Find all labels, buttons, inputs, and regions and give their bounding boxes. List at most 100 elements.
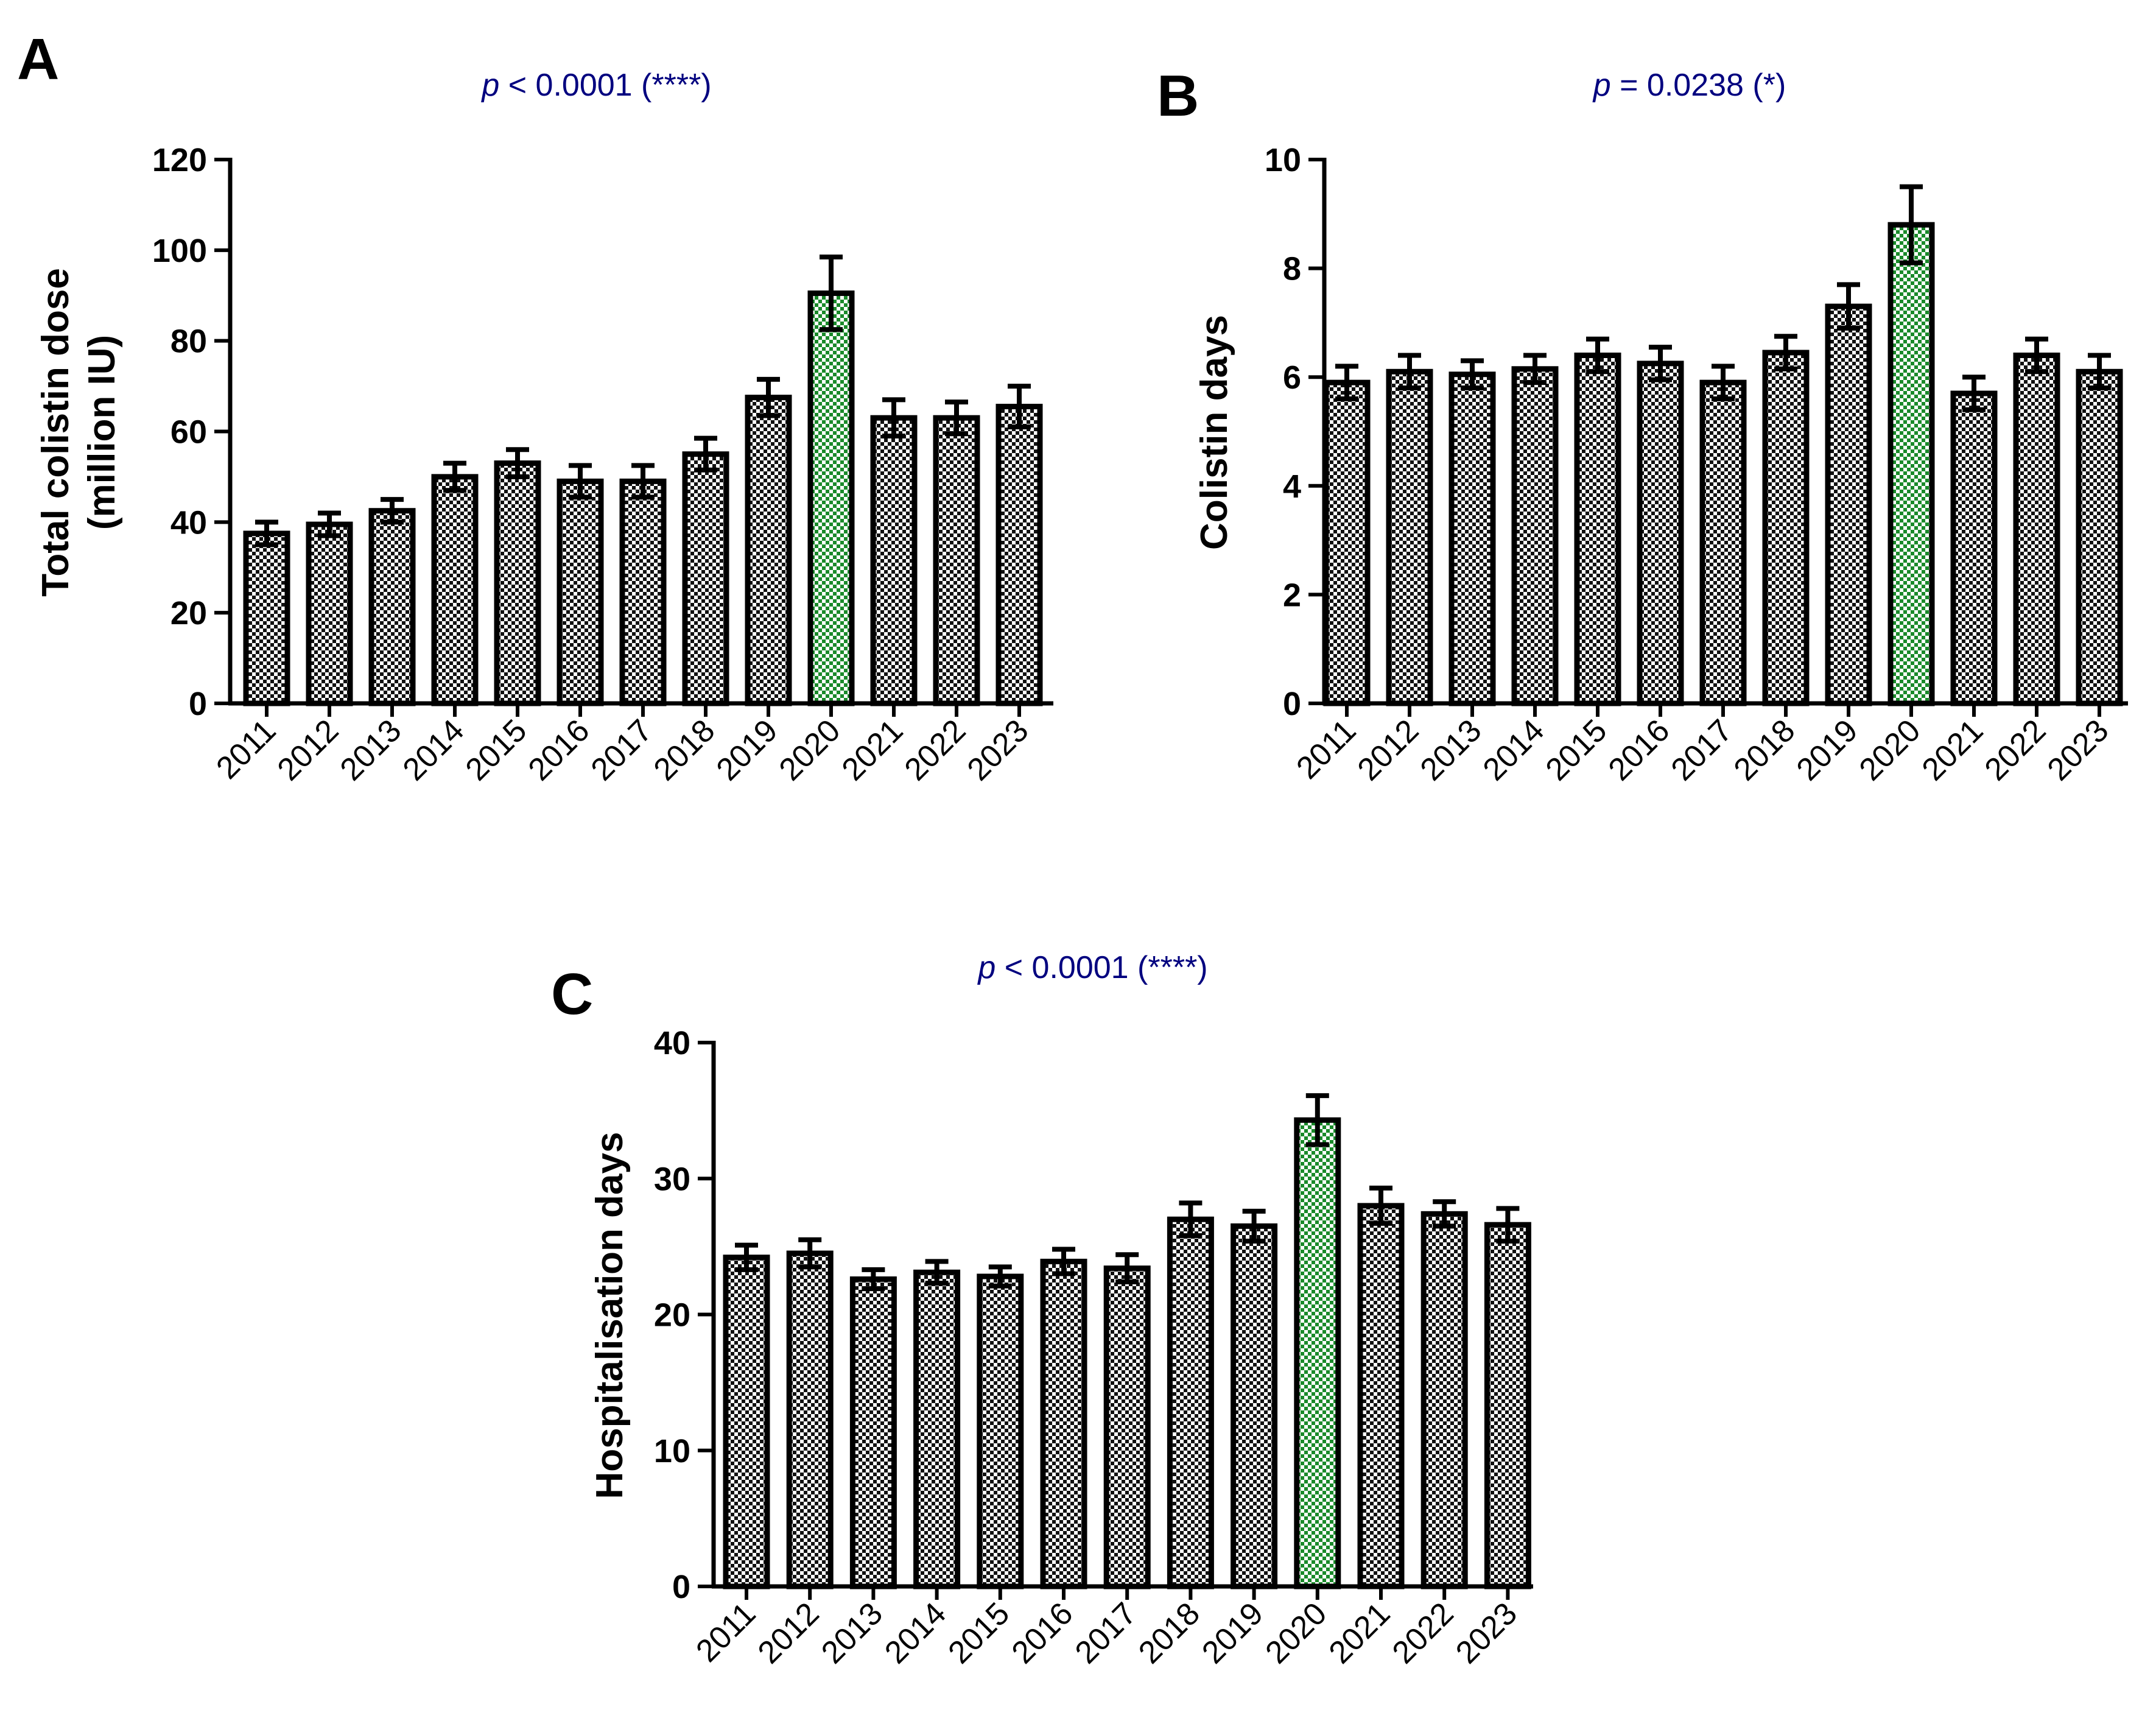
bar-2021 [1950,390,1998,706]
x-tick-label-2021: 2021 [835,713,910,787]
bar-2012 [306,521,353,706]
x-tick-label-2022: 2022 [898,713,973,787]
x-tick-label-2015: 2015 [941,1596,1016,1670]
p-value-title-b: p = 0.0238 (*) [1592,68,1786,103]
bar-2013 [368,508,416,706]
bar-2011 [243,530,290,706]
x-tick-label-2018: 2018 [1132,1596,1207,1670]
p-symbol-a: p [480,68,499,103]
bar-2019 [1825,303,1872,706]
x-tick-label-2023: 2023 [1449,1596,1524,1670]
x-tick-label-2013: 2013 [334,713,409,787]
bar-2011 [1323,379,1371,706]
x-tick-label-2012: 2012 [751,1596,826,1670]
x-tick-label-2020: 2020 [1853,713,1928,787]
x-tick-label-2022: 2022 [1386,1596,1461,1670]
y-tick-label-10: 10 [654,1433,690,1469]
bar-2014 [431,474,479,706]
y-tick-label-60: 60 [170,414,207,451]
x-tick-label-2013: 2013 [815,1596,890,1670]
x-tick-label-2017: 2017 [1665,713,1740,787]
panel-a: A p < 0.0001 (****) Total colistin dose … [17,27,1053,787]
bar-2016 [1637,361,1684,706]
bar-2014 [1511,366,1559,706]
bar-2017 [1103,1265,1151,1589]
y-tick-label-0: 0 [189,686,207,722]
x-tick-label-2023: 2023 [2041,713,2116,787]
panel-label-a: A [17,27,59,92]
bar-2022 [2013,352,2060,706]
bar-2018 [682,451,729,706]
p-value-title-c: p < 0.0001 (****) [977,950,1207,985]
bar-2016 [557,478,604,706]
bar-2015 [1574,352,1621,706]
panel-b: B p = 0.0238 (*) Colistin days 201120122… [1157,63,2128,787]
y-tick-label-120: 120 [152,142,207,178]
y-tick-label-30: 30 [654,1161,690,1197]
bar-2018 [1167,1216,1214,1589]
y-axis-title-a: Total colistin dose [35,268,77,597]
x-tick-label-2021: 2021 [1322,1596,1397,1670]
x-tick-label-2011: 2011 [1290,713,1363,786]
x-tick-label-2023: 2023 [961,713,1036,787]
y-tick-label-40: 40 [654,1025,690,1061]
p-value-text-b: = 0.0238 (*) [1611,68,1786,103]
bar-2020 [1887,222,1935,706]
x-tick-label-2018: 2018 [1727,713,1802,787]
bar-2013 [1448,371,1496,706]
x-tick-label-2016: 2016 [1005,1596,1080,1670]
panel-label-c: C [551,962,593,1027]
plot-area-c: 2011201220132014201520162017201820192020… [654,1025,1533,1670]
x-tick-label-2016: 2016 [522,713,597,787]
bar-2012 [786,1250,834,1589]
bar-2019 [1231,1223,1278,1589]
p-value-title-a: p < 0.0001 (****) [480,68,711,103]
panel-c: C p < 0.0001 (****) Hospitalisation days… [551,950,1533,1670]
bar-2022 [933,415,980,706]
x-tick-label-2021: 2021 [1915,713,1990,787]
y-axis-subtitle-a: (million IU) [81,335,123,530]
y-axis-title-b: Colistin days [1193,315,1235,550]
p-symbol-c: p [977,950,995,985]
bar-2021 [870,415,918,706]
panel-label-b: B [1157,63,1199,128]
y-tick-label-4: 4 [1283,468,1301,505]
x-tick-label-2019: 2019 [710,713,785,787]
bar-2019 [745,395,792,706]
plot-area-b: 2011201220132014201520162017201820192020… [1265,142,2128,787]
y-tick-label-10: 10 [1265,142,1301,178]
y-tick-label-0: 0 [672,1569,690,1605]
y-axis-title-c: Hospitalisation days [589,1132,631,1499]
x-tick-label-2020: 2020 [773,713,848,787]
x-tick-label-2022: 2022 [1978,713,2053,787]
bar-2014 [913,1269,961,1589]
bar-2018 [1762,350,1810,706]
bar-2011 [723,1255,770,1589]
p-symbol-b: p [1592,68,1611,103]
x-tick-label-2020: 2020 [1259,1596,1333,1670]
x-tick-label-2014: 2014 [1477,713,1551,787]
bar-2012 [1386,368,1433,706]
bar-2023 [2076,368,2123,706]
x-tick-label-2017: 2017 [1069,1596,1143,1670]
y-tick-label-20: 20 [170,595,207,632]
x-tick-label-2018: 2018 [647,713,722,787]
x-tick-label-2011: 2011 [209,713,283,786]
x-tick-label-2012: 2012 [271,713,346,787]
bar-2022 [1420,1211,1468,1589]
x-tick-label-2016: 2016 [1602,713,1677,787]
bar-2017 [619,478,667,706]
x-tick-label-2019: 2019 [1195,1596,1270,1670]
p-value-text-c: < 0.0001 (****) [995,950,1207,985]
x-tick-label-2017: 2017 [585,713,659,787]
y-tick-label-80: 80 [170,323,207,360]
bar-2016 [1040,1258,1087,1589]
x-tick-label-2011: 2011 [689,1596,762,1669]
bar-2017 [1699,379,1747,706]
x-tick-label-2019: 2019 [1790,713,1865,787]
bar-2013 [849,1276,897,1589]
x-tick-label-2014: 2014 [878,1596,953,1670]
y-tick-label-40: 40 [170,504,207,541]
p-value-text-a: < 0.0001 (****) [499,68,711,103]
